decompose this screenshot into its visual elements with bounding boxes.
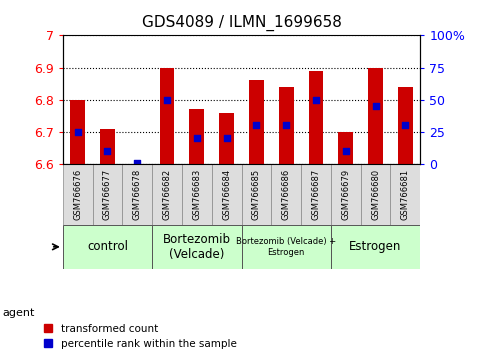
Bar [189, 109, 204, 164]
FancyBboxPatch shape [331, 164, 361, 225]
FancyBboxPatch shape [63, 225, 152, 269]
Bar [338, 132, 353, 164]
Point [253, 122, 260, 128]
Bar [309, 71, 324, 164]
Bar [249, 80, 264, 164]
Text: GSM766683: GSM766683 [192, 169, 201, 220]
FancyBboxPatch shape [93, 164, 122, 225]
FancyBboxPatch shape [152, 225, 242, 269]
Text: GSM766686: GSM766686 [282, 169, 291, 220]
Bar [368, 68, 383, 164]
FancyBboxPatch shape [63, 164, 93, 225]
Point [342, 148, 350, 154]
FancyBboxPatch shape [271, 164, 301, 225]
Text: GSM766676: GSM766676 [73, 169, 82, 220]
Point [282, 122, 290, 128]
FancyBboxPatch shape [390, 164, 420, 225]
FancyBboxPatch shape [182, 164, 212, 225]
Text: GSM766677: GSM766677 [103, 169, 112, 220]
Text: Bortezomib (Velcade) +
Estrogen: Bortezomib (Velcade) + Estrogen [236, 237, 336, 257]
FancyBboxPatch shape [301, 164, 331, 225]
Point [401, 122, 409, 128]
Bar [398, 87, 413, 164]
Point [163, 97, 171, 103]
Text: GSM766687: GSM766687 [312, 169, 320, 220]
Text: control: control [87, 240, 128, 253]
Text: GSM766681: GSM766681 [401, 169, 410, 220]
FancyBboxPatch shape [212, 164, 242, 225]
FancyBboxPatch shape [361, 164, 390, 225]
Title: GDS4089 / ILMN_1699658: GDS4089 / ILMN_1699658 [142, 15, 341, 31]
Point [372, 103, 380, 109]
Bar [159, 68, 174, 164]
Text: GSM766680: GSM766680 [371, 169, 380, 220]
FancyBboxPatch shape [152, 164, 182, 225]
Point [193, 135, 201, 141]
Text: GSM766682: GSM766682 [163, 169, 171, 220]
Text: GSM766678: GSM766678 [133, 169, 142, 220]
Bar [100, 129, 115, 164]
Text: GSM766684: GSM766684 [222, 169, 231, 220]
Text: Bortezomib
(Velcade): Bortezomib (Velcade) [163, 233, 231, 261]
Bar [70, 100, 85, 164]
FancyBboxPatch shape [331, 225, 420, 269]
Point [312, 97, 320, 103]
Point [74, 129, 82, 135]
Legend: transformed count, percentile rank within the sample: transformed count, percentile rank withi… [44, 324, 236, 349]
Text: GSM766685: GSM766685 [252, 169, 261, 220]
FancyBboxPatch shape [242, 164, 271, 225]
FancyBboxPatch shape [242, 225, 331, 269]
Point [223, 135, 230, 141]
Point [133, 160, 141, 165]
Text: GSM766679: GSM766679 [341, 169, 350, 220]
Text: Estrogen: Estrogen [349, 240, 402, 253]
Bar [279, 87, 294, 164]
Point [104, 148, 112, 154]
Bar [219, 113, 234, 164]
FancyBboxPatch shape [122, 164, 152, 225]
Text: agent: agent [2, 308, 35, 318]
